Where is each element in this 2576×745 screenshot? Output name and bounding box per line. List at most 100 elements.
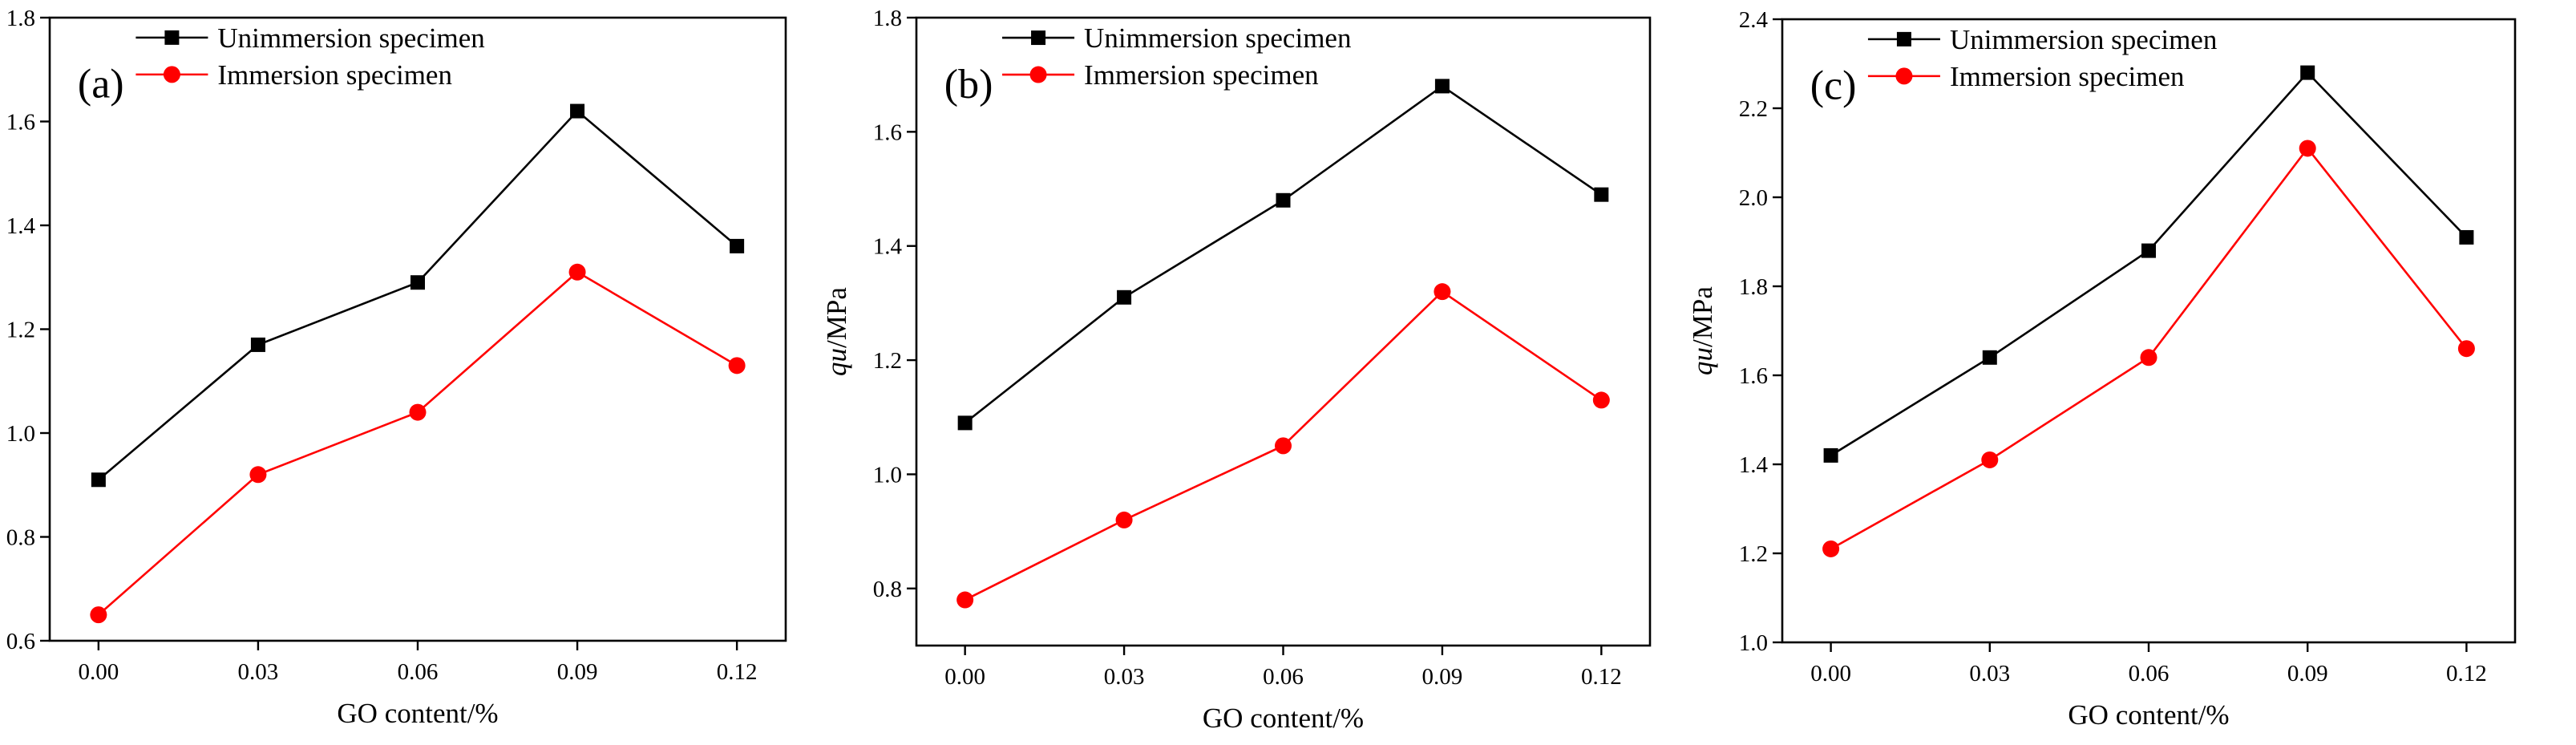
data-point-unimmersion (2141, 243, 2156, 258)
data-point-unimmersion (570, 103, 585, 119)
panel-label: (a) (78, 61, 124, 107)
data-point-immersion (249, 466, 267, 484)
y-tick-label: 1.4 (873, 234, 903, 260)
data-point-immersion (1434, 283, 1451, 301)
data-point-immersion (956, 591, 974, 609)
data-point-immersion (90, 606, 107, 624)
data-point-unimmersion (957, 415, 973, 431)
chart-panel-b: 0.8 1.0 1.2 1.4 1.6 1.8 0.00 0.03 0.06 0.09 0.12 GO… (821, 6, 1652, 734)
data-point-unimmersion (1434, 79, 1450, 94)
y-tick-label: 1.6 (873, 119, 902, 145)
y-axis-title: qu/MPa (821, 287, 852, 376)
y-tick-label: 0.8 (873, 577, 902, 602)
series-line-unimmersion (1830, 71, 2468, 457)
plot-frame (1781, 18, 2517, 644)
plot-frame (915, 16, 1652, 647)
x-tick-label: 0.03 (238, 659, 279, 685)
series-line-immersion (1830, 146, 2468, 550)
x-tick-label: 0.06 (398, 659, 439, 685)
y-tick-label: 1.4 (6, 213, 36, 239)
y-tick-label: 1.2 (1739, 541, 1768, 567)
data-point-unimmersion (1117, 289, 1132, 305)
y-tick-label: 1.6 (6, 110, 35, 136)
data-point-unimmersion (1982, 350, 1997, 365)
x-tick-label: 0.09 (1422, 664, 1463, 690)
chart-panel-a: 0.6 0.8 1.0 1.2 1.4 1.6 1.8 0.00 0.03 0.06 0.09 0.1… (6, 6, 787, 729)
legend-label-immersion: Immersion specimen (1084, 59, 1319, 91)
legend-marker-unimmersion (164, 30, 180, 45)
x-tick-label: 0.09 (2287, 661, 2328, 686)
data-point-unimmersion (1823, 447, 1838, 463)
y-tick-label: 2.2 (1739, 96, 1768, 122)
y-axis-title-unit: /MPa (1687, 286, 1718, 347)
data-point-immersion (2299, 140, 2316, 157)
x-tick-label: 0.03 (1104, 664, 1145, 690)
data-point-unimmersion (2459, 229, 2474, 245)
series-line-immersion (98, 270, 738, 616)
x-axis-title: GO content/% (337, 698, 498, 729)
y-axis-title-main: qu (821, 348, 852, 376)
y-tick-label: 1.8 (1739, 274, 1768, 300)
y-tick-label: 2.4 (1739, 7, 1769, 33)
panel-label: (c) (1810, 63, 1857, 108)
y-tick-label: 1.0 (1739, 630, 1768, 656)
legend-label-immersion: Immersion specimen (1950, 61, 2185, 92)
data-point-immersion (1822, 540, 1840, 557)
legend-label-immersion: Immersion specimen (217, 59, 452, 91)
y-tick-label: 1.2 (6, 318, 35, 343)
x-tick-label: 0.00 (78, 659, 119, 685)
legend-label-unimmersion: Unimmersion specimen (1084, 22, 1351, 54)
data-point-unimmersion (250, 337, 265, 352)
y-tick-label: 1.4 (1739, 452, 1769, 478)
data-point-immersion (568, 263, 586, 281)
y-tick-label: 1.8 (873, 6, 902, 31)
data-point-immersion (1275, 437, 1292, 455)
panel-label: (b) (944, 62, 993, 107)
data-point-unimmersion (730, 238, 745, 253)
legend-label-unimmersion: Unimmersion specimen (1950, 24, 2217, 55)
x-tick-label: 0.03 (1969, 661, 2010, 686)
legend-marker-unimmersion (1896, 31, 1911, 47)
legend-marker-unimmersion (1031, 30, 1046, 46)
legend-marker-immersion (1029, 66, 1047, 83)
x-tick-label: 0.09 (557, 659, 598, 685)
data-point-immersion (1115, 511, 1133, 528)
data-point-immersion (2457, 340, 2475, 358)
y-tick-label: 2.0 (1739, 185, 1768, 211)
series-line-unimmersion (964, 84, 1603, 424)
data-point-immersion (2140, 349, 2157, 366)
data-point-unimmersion (1276, 192, 1291, 208)
x-tick-label: 0.00 (944, 664, 985, 690)
x-axis-title: GO content/% (2068, 699, 2229, 731)
legend-label-unimmersion: Unimmersion specimen (217, 22, 484, 54)
x-tick-label: 0.06 (2129, 661, 2170, 686)
y-tick-label: 1.8 (6, 6, 35, 31)
legend-marker-immersion (1895, 67, 1913, 85)
data-point-unimmersion (2300, 65, 2315, 80)
y-axis-title: qu/MPa (1687, 286, 1718, 375)
legend-marker-immersion (163, 66, 180, 83)
data-point-unimmersion (1594, 187, 1609, 202)
x-tick-label: 0.12 (1581, 664, 1622, 690)
data-point-immersion (1981, 451, 1999, 468)
x-tick-label: 0.06 (1263, 664, 1304, 690)
y-tick-label: 1.2 (873, 348, 902, 374)
y-tick-label: 0.8 (6, 525, 35, 551)
x-tick-label: 0.12 (717, 659, 758, 685)
y-tick-label: 1.0 (6, 421, 35, 447)
data-point-unimmersion (410, 275, 425, 290)
data-point-unimmersion (91, 472, 106, 488)
x-tick-label: 0.12 (2446, 661, 2487, 686)
y-tick-label: 1.6 (1739, 363, 1768, 389)
y-tick-label: 1.0 (873, 462, 902, 488)
y-tick-label: 0.6 (6, 629, 35, 654)
data-point-immersion (409, 403, 427, 421)
y-axis-title-unit: /MPa (821, 287, 852, 348)
x-axis-title: GO content/% (1203, 702, 1364, 734)
x-tick-label: 0.00 (1810, 661, 1851, 686)
y-axis-title-main: qu (1687, 347, 1718, 375)
data-point-immersion (1592, 391, 1610, 409)
data-point-immersion (728, 357, 746, 375)
chart-panel-c: 1.0 1.2 1.4 1.6 1.8 2.0 2.2 2.4 0.00 0.03 0.06 0.09… (1687, 7, 2517, 731)
